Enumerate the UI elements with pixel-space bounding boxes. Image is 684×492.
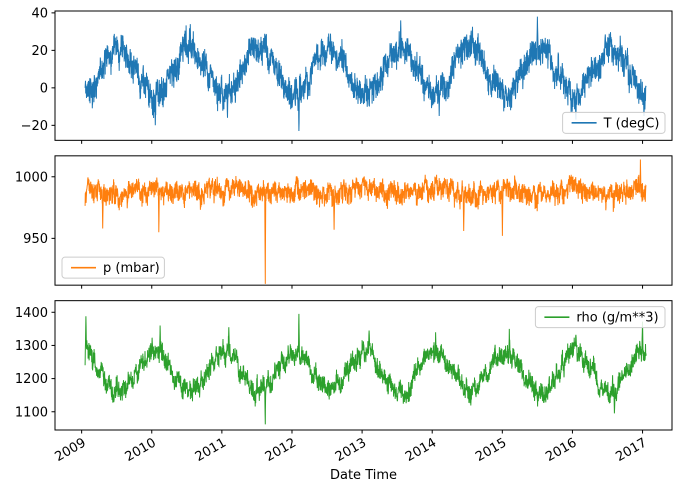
- y-tick-label: 1200: [15, 372, 48, 387]
- axes-spines: [54, 10, 673, 141]
- legend-label: T (degC): [603, 116, 660, 131]
- y-tick-label: 20: [31, 44, 48, 59]
- subplot-t-degc-: −20 0 20 40 T (degC): [21, 6, 673, 144]
- legend-label: rho (g/m**3): [576, 311, 658, 326]
- y-tick-label: −20: [21, 119, 48, 134]
- legend: p (mbar): [61, 256, 165, 279]
- y-tick-label: 0: [40, 81, 48, 96]
- y-tick-label: 1300: [15, 339, 48, 354]
- y-tick-label: 1000: [15, 170, 48, 185]
- y-tick-label: 1400: [15, 306, 48, 321]
- axes-spines: [54, 155, 673, 286]
- legend-label: p (mbar): [103, 261, 160, 276]
- legend: rho (g/m**3): [534, 306, 666, 329]
- legend: T (degC): [562, 111, 666, 134]
- legend-frame: [562, 111, 666, 134]
- y-tick-label: 40: [31, 6, 48, 21]
- subplot-p-mbar-: 950 1000 p (mbar): [15, 155, 673, 289]
- legend-frame: [61, 256, 165, 279]
- series-line-1: [84, 16, 647, 132]
- axes-spines: [54, 300, 673, 431]
- series-line-3: [84, 313, 647, 425]
- series-line-2: [84, 159, 647, 284]
- legend-frame: [534, 306, 666, 329]
- x-axis-title: Date Time: [330, 468, 397, 483]
- y-tick-label: 1100: [15, 405, 48, 420]
- y-tick-label: 950: [23, 232, 48, 247]
- subplot-rho-g-m-3-: 1100 1200 1300 1400 rho (g/m**3): [15, 300, 673, 434]
